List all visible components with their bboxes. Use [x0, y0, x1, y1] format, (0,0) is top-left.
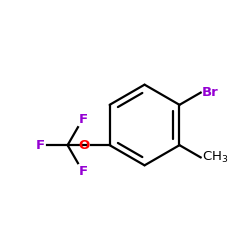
Text: F: F	[36, 139, 45, 152]
Text: CH$_3$: CH$_3$	[202, 150, 228, 165]
Text: Br: Br	[202, 86, 218, 99]
Text: O: O	[78, 139, 89, 152]
Text: F: F	[79, 165, 88, 178]
Text: F: F	[79, 113, 88, 126]
